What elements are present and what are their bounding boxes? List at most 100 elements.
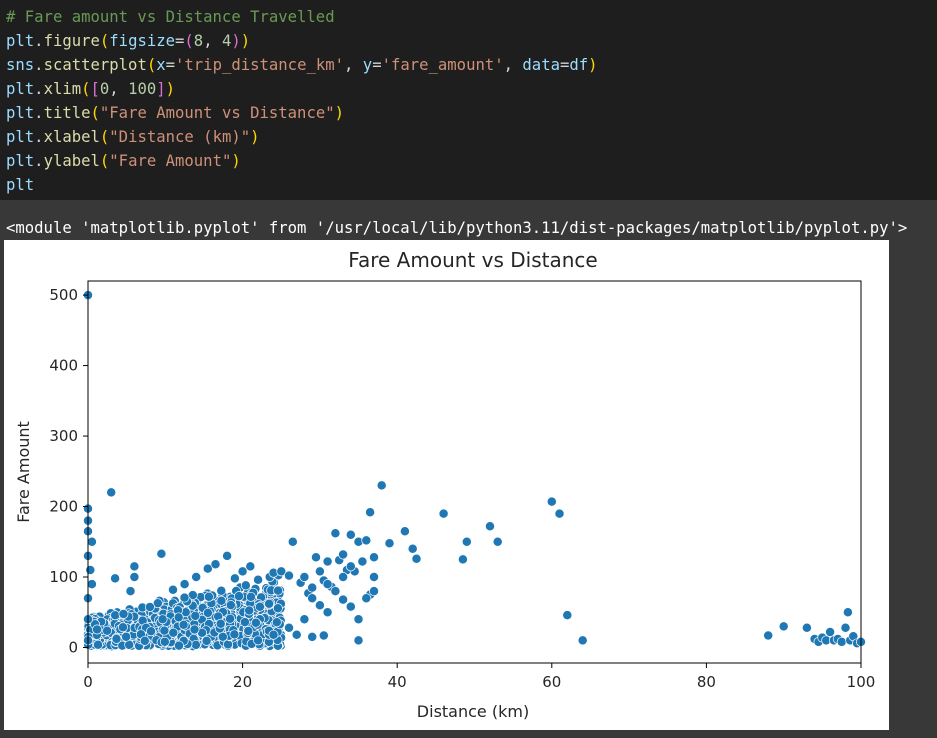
code-token: ) (165, 80, 176, 98)
scatter-point (842, 607, 853, 618)
scatter-point (173, 612, 184, 623)
scatter-point (253, 574, 264, 585)
code-token: 'trip_distance_km' (175, 56, 345, 74)
scatter-point (189, 624, 200, 635)
code-token: figsize (109, 32, 176, 50)
code-token: ( (146, 56, 157, 74)
code-token: plt (6, 176, 35, 194)
y-tick-label: 100 (49, 568, 78, 586)
scatter-point (276, 566, 287, 577)
y-tick-label: 200 (49, 498, 78, 516)
y-ticks: 0 100 200 300 400 500 (49, 286, 88, 656)
code-token: y (362, 56, 373, 74)
scatter-point (307, 631, 318, 642)
code-token: . (34, 152, 44, 170)
code-token: ( (90, 104, 100, 122)
scatter-point (202, 607, 213, 618)
chart-title: Fare Amount vs Distance (348, 248, 597, 272)
scatter-point (156, 548, 167, 559)
code-token: plt (6, 32, 35, 50)
scatter-point (485, 521, 495, 532)
scatter-point (92, 624, 103, 635)
code-token: 4 (221, 32, 232, 50)
scatter-point (240, 580, 251, 591)
scatter-point (345, 529, 356, 540)
scatter-point (492, 536, 503, 547)
scatter-point (778, 621, 789, 632)
code-token: ) (231, 152, 241, 170)
code-token: ) (250, 128, 260, 146)
code-line: plt.figure(figsize=(8, 4)) (6, 29, 250, 53)
scatter-point (190, 639, 201, 650)
scatter-point (229, 573, 240, 584)
scatter-point (125, 586, 136, 597)
scatter-point (457, 554, 468, 565)
code-token: ylabel (43, 152, 100, 170)
scatter-point (129, 561, 140, 572)
scatter-point (369, 572, 379, 582)
scatter-point (222, 550, 233, 561)
scatter-point (93, 639, 103, 650)
code-token: . (34, 32, 44, 50)
code-token: = (372, 56, 382, 74)
scatter-point (106, 487, 117, 498)
code-token: title (43, 104, 91, 122)
code-token: . (34, 128, 44, 146)
scatter-point (353, 614, 364, 625)
scatter-point (287, 536, 298, 547)
scatter-point (118, 609, 129, 619)
scatter-point (179, 592, 190, 603)
scatter-point (144, 602, 155, 612)
code-token: , (503, 56, 523, 74)
code-token: , (109, 80, 129, 98)
code-cell[interactable]: # Fare amount vs Distance Travelled plt.f… (0, 0, 937, 200)
scatter-point (322, 556, 333, 567)
code-token: ] (156, 80, 166, 98)
code-token: ( (99, 32, 110, 50)
scatter-point (338, 549, 349, 560)
code-token: ) (231, 32, 241, 50)
scatter-point (191, 572, 202, 582)
scatter-chart: Fare Amount vs Distance 0 20 40 60 80 100 0 10… (14, 248, 875, 721)
x-tick-label: 0 (83, 673, 93, 691)
code-token: , (344, 56, 363, 74)
code-token: 'fare_amount' (381, 56, 504, 74)
scatter-point (311, 552, 321, 563)
scatter-point (121, 631, 132, 642)
scatter-point (318, 630, 329, 641)
code-token: = (559, 56, 570, 74)
code-token: ( (81, 80, 91, 98)
code-token: 100 (128, 80, 157, 98)
scatter-point (146, 626, 156, 637)
code-line: plt.ylabel("Fare Amount") (6, 149, 241, 173)
scatter-point (245, 591, 256, 602)
scatter-point (239, 617, 250, 628)
code-token: x (156, 56, 166, 74)
code-token: . (34, 80, 44, 98)
scatter-point (86, 536, 97, 547)
code-line: plt.xlim([0, 100]) (6, 77, 175, 101)
code-token: "Fare Amount vs Distance" (99, 104, 335, 122)
scatter-point (86, 579, 97, 590)
code-token: ( (99, 128, 110, 146)
scatter-point (314, 600, 325, 611)
scatter-point (210, 559, 221, 570)
scatter-point (190, 610, 201, 621)
x-ticks: 0 20 40 60 80 100 (83, 663, 875, 691)
scatter-point (369, 552, 379, 563)
scatter-point (168, 627, 179, 638)
scatter-point (438, 508, 449, 519)
scatter-point (284, 570, 294, 581)
scatter-point (369, 586, 379, 597)
code-token: plt (6, 152, 35, 170)
scatter-point (174, 640, 184, 651)
scatter-point (225, 600, 236, 611)
scatter-point (243, 626, 254, 636)
scatter-point (268, 629, 279, 640)
scatter-point (234, 591, 244, 602)
scatter-point (216, 595, 227, 606)
points-layer (83, 290, 866, 652)
scatter-point (159, 636, 170, 647)
scatter-point (801, 622, 812, 633)
scatter-point (836, 636, 847, 647)
